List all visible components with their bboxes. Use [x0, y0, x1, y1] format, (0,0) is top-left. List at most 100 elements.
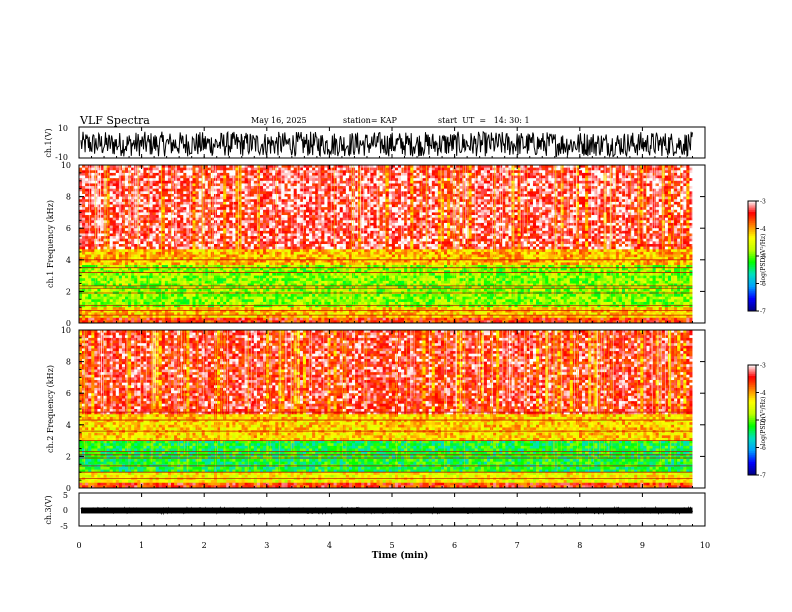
ch1-spec-cell	[278, 278, 282, 282]
ch1-spec-cell	[217, 307, 221, 311]
ch1-spec-cell	[217, 220, 221, 224]
ch1-spec-cell	[164, 220, 169, 224]
ch1-spec-cell	[247, 193, 252, 197]
ch1-spec-cell	[183, 178, 187, 182]
ch1-spec-cell	[281, 251, 285, 255]
ch1-spec-cell	[241, 265, 246, 269]
ch1-spec-cell	[302, 207, 307, 211]
ch1-spec-cell	[263, 217, 267, 221]
ch1-spec-cell	[312, 286, 316, 290]
ch1-spec-cell	[318, 275, 322, 279]
ch1-spec-cell	[259, 267, 264, 271]
ch1-spec-cell	[85, 215, 89, 219]
ch1-spec-cell	[85, 220, 89, 224]
ch1-spec-cell	[315, 196, 319, 200]
ch1-spec-cell	[82, 209, 86, 213]
ch1-spec-cell	[284, 191, 288, 195]
ch1-spec-cell	[128, 244, 132, 248]
ch1-spec-cell	[253, 288, 258, 292]
ch1-spec-cell	[235, 228, 239, 232]
ch1-spec-cell	[204, 315, 209, 319]
ch1-spec-cell	[158, 180, 163, 184]
ch1-spec-cell	[91, 186, 95, 190]
ch1-spec-cell	[207, 228, 212, 232]
ch1-spec-cell	[109, 278, 114, 282]
ch1-spec-cell	[109, 270, 114, 274]
ch1-spec-cell	[128, 209, 132, 213]
ch1-spec-cell	[103, 188, 108, 192]
ch1-spec-cell	[88, 283, 92, 287]
ch1-spec-cell	[149, 296, 154, 300]
ch1-spec-cell	[217, 191, 221, 195]
ch1-spec-cell	[125, 183, 129, 187]
ch1-spec-cell	[287, 238, 292, 242]
ch1-spec-cell	[293, 209, 298, 213]
ch1-spec-cell	[201, 275, 206, 279]
ch1-spec-cell	[217, 165, 221, 169]
ch1-spec-cell	[284, 307, 288, 311]
ch1-spec-cell	[330, 241, 334, 245]
ch1-spec-cell	[287, 167, 292, 171]
ch1-spec-cell	[327, 233, 331, 237]
ch1-spec-cell	[121, 236, 126, 240]
ch1-spec-cell	[121, 207, 126, 211]
ch1-spec-cell	[244, 299, 249, 303]
ch1-spec-cell	[174, 265, 178, 269]
ch1-spec-cell	[223, 249, 227, 253]
ch1-spec-cell	[112, 275, 117, 279]
ch1-spec-cell	[143, 178, 147, 182]
ch1-spec-cell	[85, 241, 89, 245]
ch1-spec-cell	[155, 178, 160, 182]
ch1-spec-cell	[309, 299, 313, 303]
ch1-spec-cell	[167, 254, 172, 258]
ch1-spec-cell	[256, 188, 261, 192]
ch1-spec-cell	[128, 225, 132, 229]
ch1-spec-cell	[149, 215, 154, 219]
ch1-spec-cell	[112, 225, 117, 229]
ch1-spec-cell	[287, 272, 292, 276]
ch1-spec-cell	[131, 257, 135, 261]
ch1-spec-cell	[217, 267, 221, 271]
ch1-spec-cell	[201, 238, 206, 242]
ch1-spec-cell	[131, 238, 135, 242]
ch1-spec-cell	[296, 167, 301, 171]
ch1-spec-cell	[91, 283, 95, 287]
ch1-spec-cell	[161, 217, 166, 221]
ch1-spec-cell	[177, 167, 181, 171]
ch1-spec-cell	[281, 183, 285, 187]
ch1-spec-cell	[324, 307, 328, 311]
ch1-spec-cell	[177, 199, 181, 203]
ch1-spec-cell	[281, 294, 285, 298]
ch1-spec-cell	[229, 280, 233, 284]
ch1-spec-cell	[278, 204, 282, 208]
ch1-spec-cell	[315, 207, 319, 211]
ch1-spec-cell	[321, 170, 325, 174]
ch1-spec-cell	[290, 265, 295, 269]
ch1-spec-cell	[152, 186, 157, 190]
ch1-spec-cell	[204, 320, 209, 324]
ch1-spec-cell	[171, 299, 175, 303]
ch1-spec-cell	[140, 167, 144, 171]
ch1-spec-cell	[109, 304, 114, 308]
ch1-spec-cell	[97, 230, 101, 234]
ch1-spec-cell	[305, 307, 310, 311]
ch1-spec-cell	[161, 246, 166, 250]
ch1-spec-cell	[85, 217, 89, 221]
ch1-spec-cell	[128, 191, 132, 195]
ch1-spec-cell	[100, 175, 104, 179]
ch1-spec-cell	[131, 315, 135, 319]
ch1-spec-cell	[152, 249, 157, 253]
ch1-spec-cell	[247, 315, 252, 319]
ch1-spec-cell	[149, 183, 154, 187]
ch1-spec-cell	[253, 259, 258, 263]
ch1-spec-cell	[220, 222, 224, 226]
ch1-spec-cell	[118, 270, 123, 274]
ch1-spec-cell	[299, 167, 304, 171]
ch1-spec-cell	[229, 294, 233, 298]
ch1-spec-cell	[299, 259, 304, 263]
ch1-spec-cell	[82, 183, 86, 187]
ch1-spec-cell	[152, 236, 157, 240]
ch1-spec-cell	[220, 283, 224, 287]
ch1-spec-cell	[137, 262, 141, 266]
ch1-spec-cell	[189, 215, 193, 219]
